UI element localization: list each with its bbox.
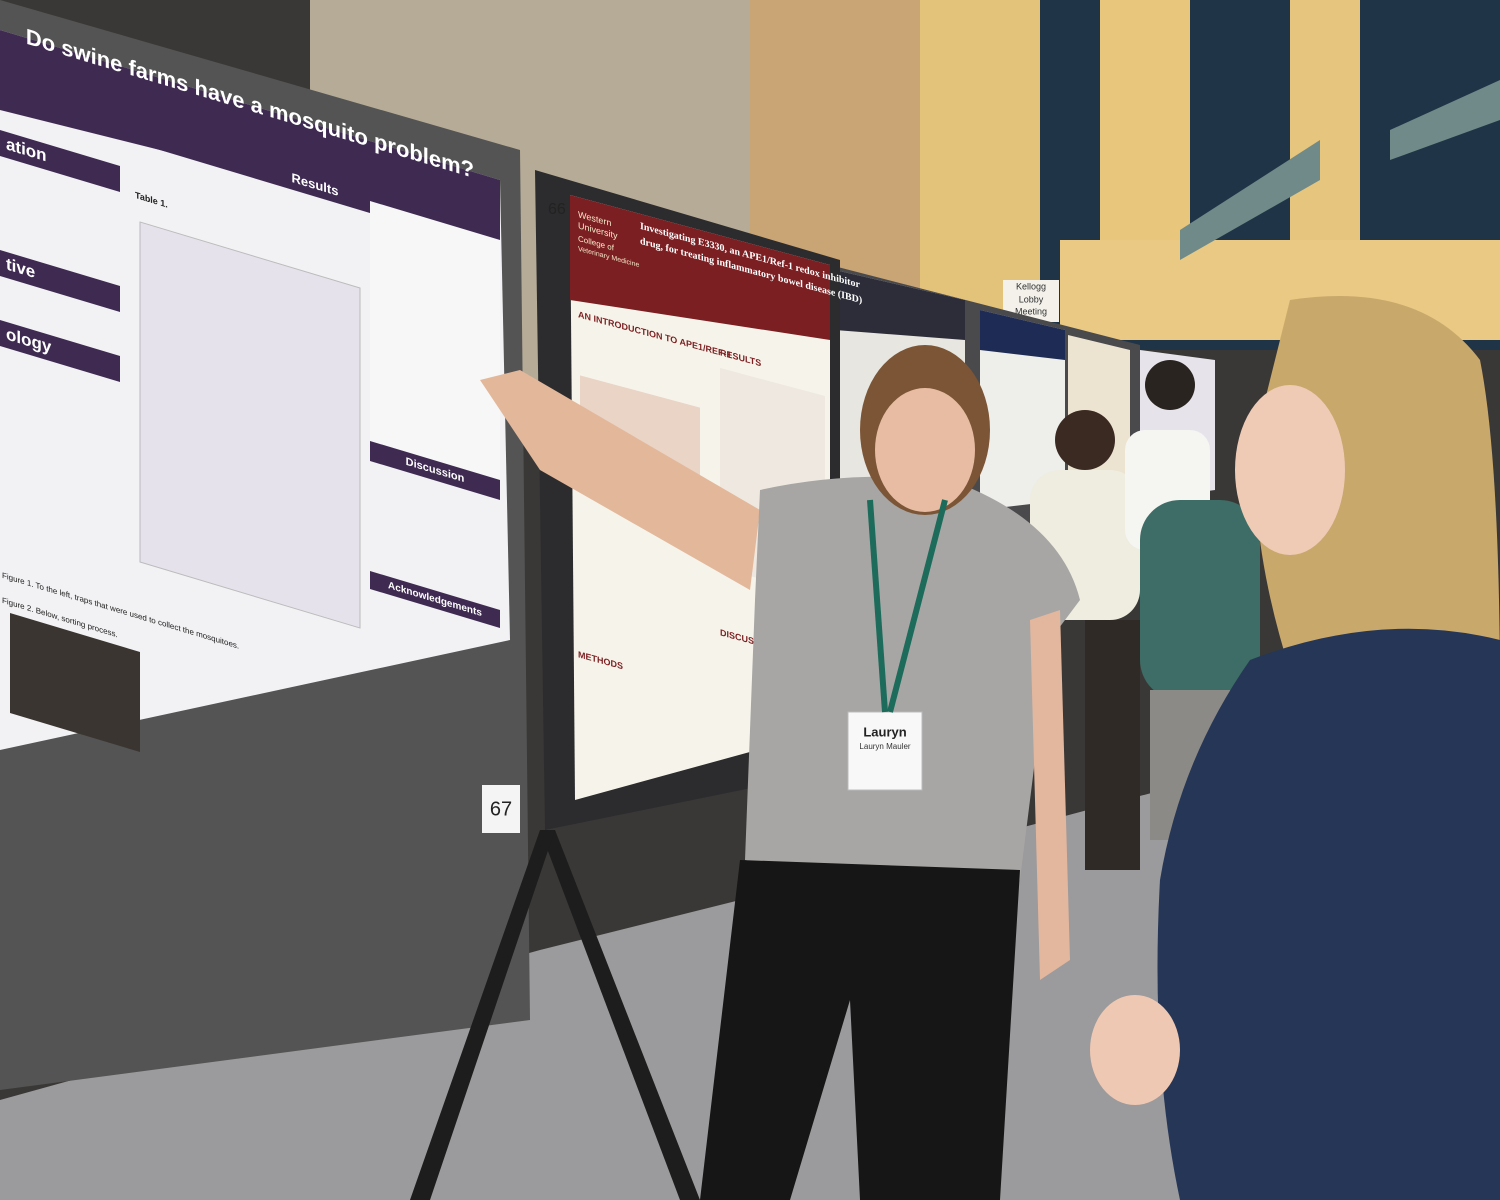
person-head	[1055, 410, 1115, 470]
stand-leg	[540, 830, 700, 1200]
face	[1235, 385, 1345, 555]
figure	[370, 201, 500, 481]
person-head	[1145, 360, 1195, 410]
section-bar	[370, 441, 500, 501]
sign-text: Kellogg	[1016, 281, 1046, 291]
table	[139, 221, 361, 629]
lanyard	[887, 499, 948, 713]
poster	[980, 310, 1065, 510]
poster-number: 66	[548, 201, 566, 218]
section-bar	[0, 130, 120, 193]
poster-header	[980, 310, 1065, 360]
face	[875, 388, 975, 512]
badge-full-name: Lauryn Mauler	[859, 742, 910, 751]
photo-figure	[10, 613, 140, 753]
sweater	[1157, 628, 1500, 1200]
badge-name: Lauryn	[863, 724, 906, 739]
arm	[1030, 610, 1070, 980]
poster-header	[0, 30, 500, 235]
number-tag	[482, 785, 520, 833]
person	[1140, 500, 1260, 700]
person	[1085, 620, 1140, 870]
poster-header	[570, 195, 830, 340]
section-bar	[0, 320, 120, 383]
lanyard	[867, 499, 888, 713]
stand-leg	[410, 830, 555, 1200]
sign-text: Meeting	[1015, 306, 1047, 316]
stair-rail	[1180, 140, 1320, 260]
pants	[700, 860, 1020, 1200]
shirt	[745, 476, 1080, 887]
sign-text: Lobby	[1019, 294, 1044, 304]
name-badge	[847, 711, 923, 791]
hand	[1090, 995, 1180, 1105]
section-bar	[0, 250, 120, 313]
stair-rail	[1390, 80, 1500, 160]
section-bar	[370, 571, 500, 629]
arm	[480, 370, 760, 590]
poster-number: 67	[490, 798, 512, 820]
poster-header	[835, 270, 965, 340]
